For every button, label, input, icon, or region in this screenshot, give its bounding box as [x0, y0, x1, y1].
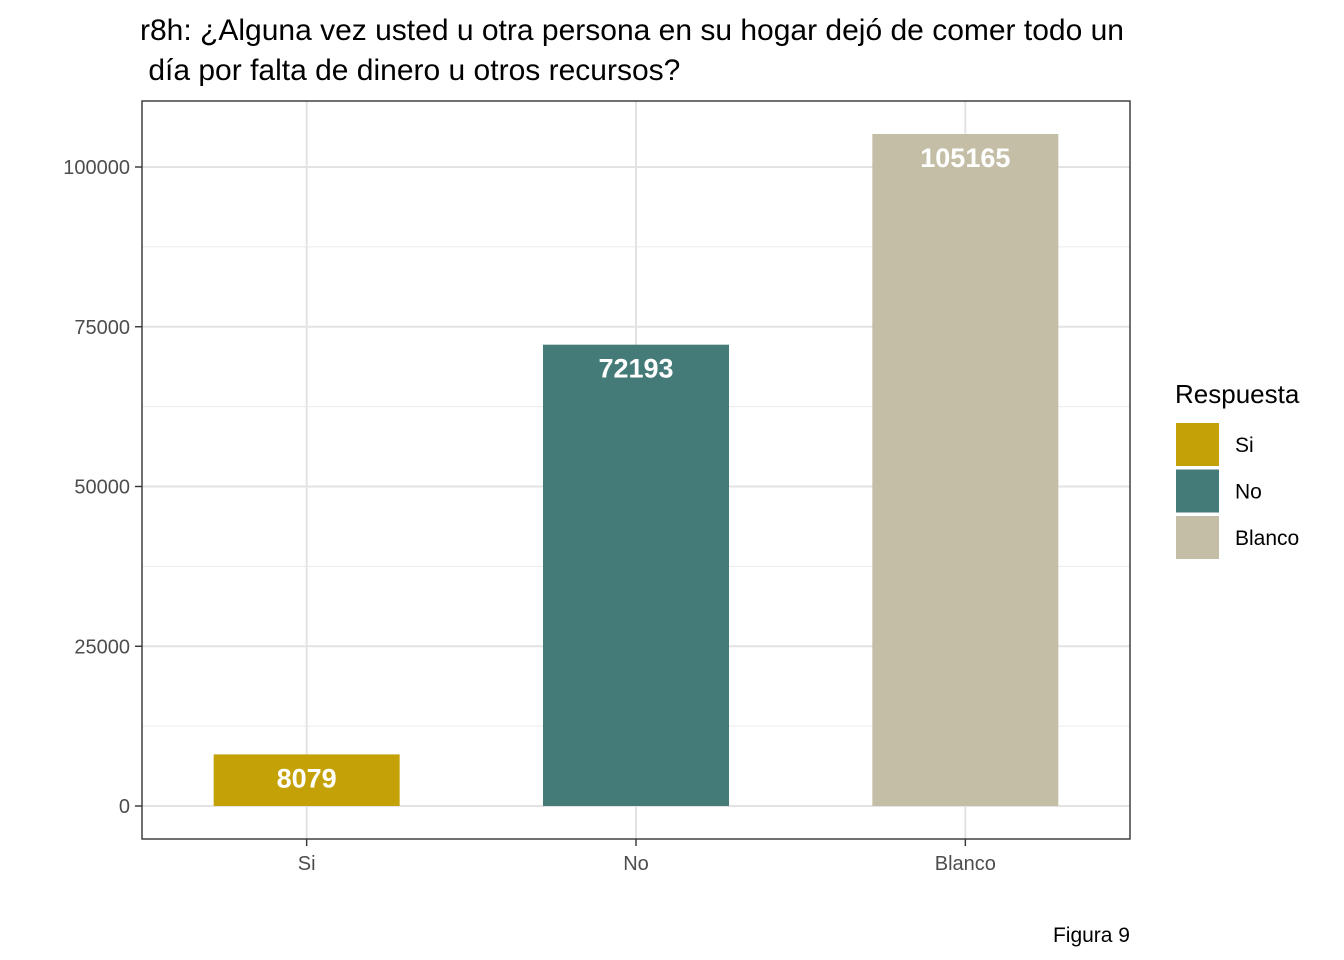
bars	[213, 133, 1059, 806]
chart-title-line-2: día por falta de dinero u otros recursos…	[140, 54, 680, 87]
legend-key-no	[1176, 469, 1219, 513]
bar-data-label: 105165	[920, 143, 1010, 173]
x-tick-label: Blanco	[935, 853, 996, 875]
bar-data-label: 72193	[598, 354, 673, 384]
bar-si	[213, 754, 400, 806]
bar-data-label: 8079	[277, 763, 337, 793]
legend-label: Blanco	[1235, 527, 1299, 550]
bar-blanco	[872, 133, 1059, 806]
y-tick-label: 75000	[74, 317, 130, 339]
legend-label: Si	[1235, 434, 1254, 457]
legend-key-blanco	[1176, 516, 1219, 559]
chart-title-line-1: r8h: ¿Alguna vez usted u otra persona en…	[140, 14, 1124, 47]
axes: 0 25000 50000 75000 100000 Si No Blanco	[63, 157, 996, 875]
bar-no	[543, 344, 729, 806]
y-tick-label: 50000	[74, 477, 130, 499]
x-tick-label: Si	[298, 853, 316, 875]
legend: Respuesta Si No Blanco	[1175, 379, 1300, 559]
x-tick-label: No	[623, 853, 649, 875]
figure-caption: Figura 9	[1053, 924, 1130, 947]
data-labels: 8079 72193 105165	[277, 143, 1011, 793]
y-tick-label: 0	[119, 796, 130, 818]
y-tick-label: 25000	[74, 636, 130, 658]
legend-key-si	[1176, 423, 1219, 466]
legend-title: Respuesta	[1175, 379, 1300, 409]
y-tick-label: 100000	[63, 157, 130, 179]
legend-label: No	[1235, 481, 1262, 504]
